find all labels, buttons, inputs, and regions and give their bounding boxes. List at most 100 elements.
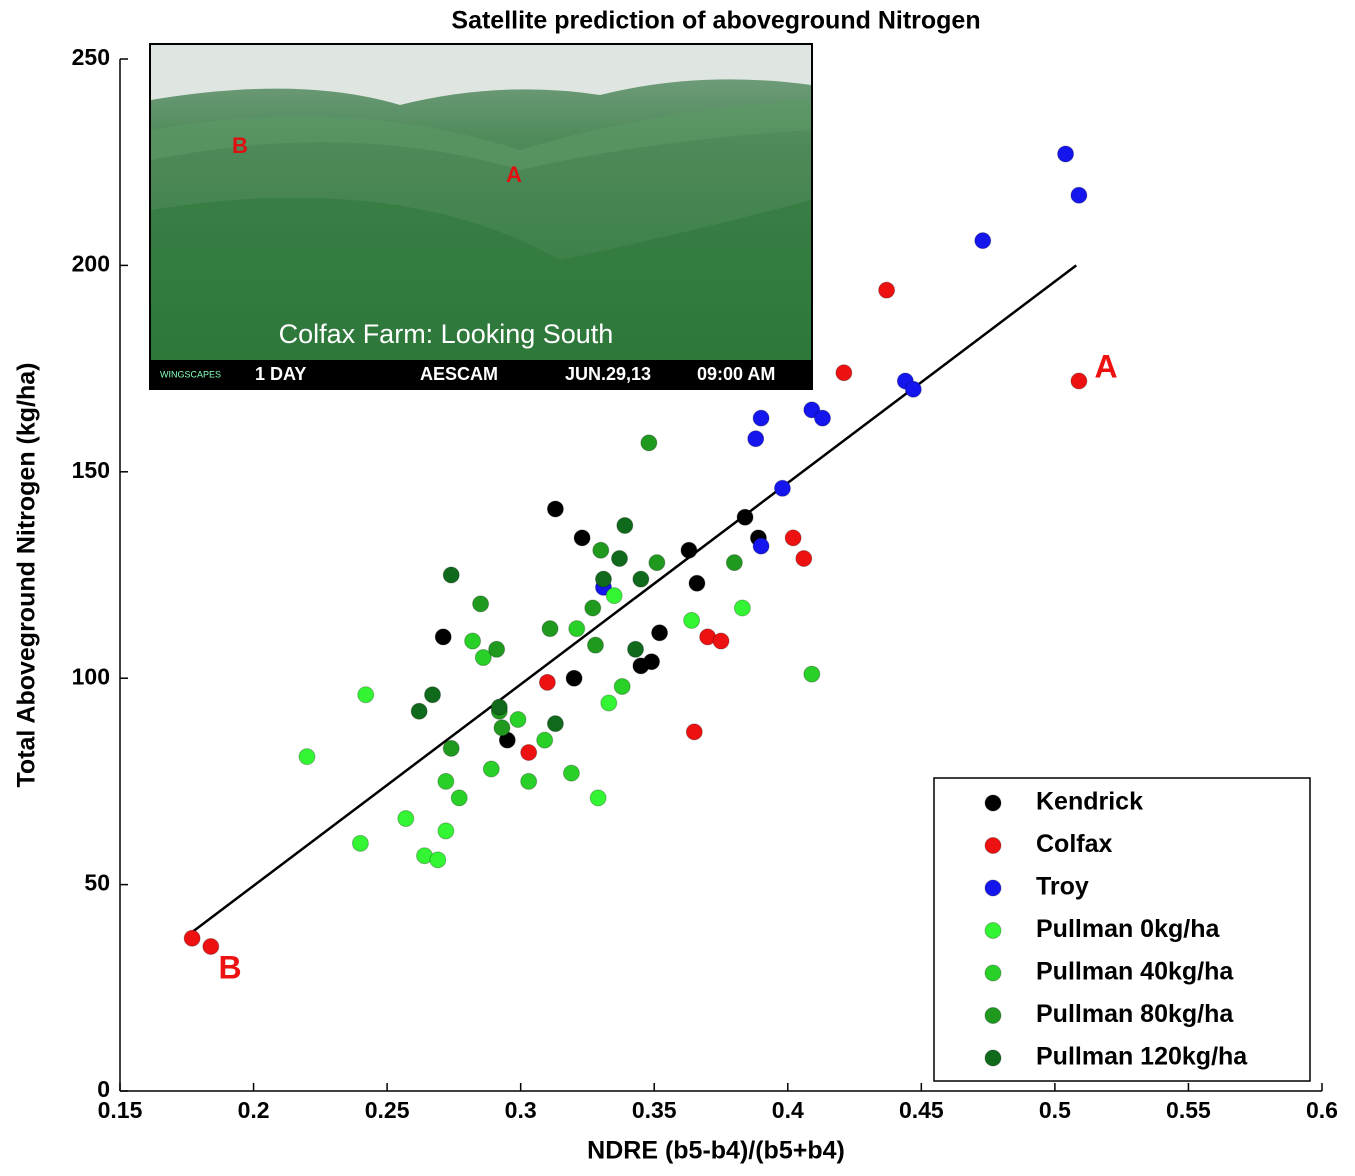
y-tick-label: 0 <box>97 1076 110 1102</box>
x-tick-label: 0.35 <box>632 1097 677 1123</box>
data-point <box>1070 372 1088 390</box>
legend-label: Pullman 120kg/ha <box>1036 1043 1248 1071</box>
legend-marker <box>984 922 1002 939</box>
data-point <box>442 566 460 584</box>
data-point <box>434 628 452 646</box>
data-point <box>814 409 832 427</box>
trend-line <box>191 264 1078 934</box>
legend-marker <box>984 1049 1002 1067</box>
data-point <box>747 430 765 448</box>
data-point <box>974 232 992 250</box>
legend-label: Pullman 80kg/ha <box>1036 1000 1234 1028</box>
data-point <box>605 587 623 605</box>
legend-marker <box>984 964 1002 982</box>
data-point <box>541 620 559 638</box>
inset-marker: A <box>506 162 522 187</box>
data-point <box>643 653 661 671</box>
data-point <box>627 640 645 658</box>
x-tick-label: 0.15 <box>98 1097 143 1123</box>
data-point <box>357 686 375 704</box>
data-point <box>565 669 583 687</box>
data-point <box>429 851 447 869</box>
data-point <box>904 380 922 398</box>
data-point <box>752 409 770 427</box>
data-point <box>600 694 618 712</box>
legend-label: Kendrick <box>1036 788 1143 816</box>
annotation: A <box>1094 348 1117 384</box>
data-point <box>410 702 428 720</box>
data-point <box>651 624 669 642</box>
data-point <box>493 719 511 737</box>
data-point <box>442 739 460 757</box>
data-point <box>878 281 896 299</box>
y-axis-label: Total Aboveground Nitrogen (kg/ha) <box>13 363 41 788</box>
inset-time: 09:00 AM <box>697 364 775 384</box>
data-point <box>632 570 650 588</box>
y-tick-label: 250 <box>72 44 110 70</box>
data-point <box>712 632 730 650</box>
x-tick-label: 0.2 <box>238 1097 270 1123</box>
y-tick-label: 100 <box>72 663 110 689</box>
legend: Kendrick Colfax Troy Pullman 0kg/ha Pullman … <box>933 777 1311 1082</box>
plot-area: 0.15 0.2 0.25 0.3 0.35 0.4 0.45 0.5 0.55 0.6 0 50 10… <box>72 44 1338 1123</box>
data-point <box>592 541 610 559</box>
legend-marker <box>984 794 1002 812</box>
data-point <box>773 479 791 497</box>
legend-marker <box>984 879 1002 897</box>
data-point <box>520 772 538 790</box>
legend-marker <box>984 1007 1002 1024</box>
data-point <box>640 434 658 452</box>
data-point <box>202 938 220 956</box>
data-point <box>784 529 802 547</box>
x-tick-label: 0.4 <box>772 1097 804 1123</box>
data-point <box>613 677 631 695</box>
data-point <box>520 744 538 762</box>
data-point <box>584 599 602 617</box>
data-point <box>509 710 527 728</box>
data-point <box>183 929 201 947</box>
data-point <box>648 554 666 572</box>
data-point <box>725 554 743 572</box>
x-tick-label: 0.3 <box>505 1097 537 1123</box>
data-point <box>795 549 813 567</box>
x-tick-label: 0.5 <box>1039 1097 1071 1123</box>
data-point <box>586 636 604 654</box>
data-point <box>450 789 468 807</box>
inset-photo: B A Colfax Farm: Looking South WINGSCAPE… <box>149 43 813 390</box>
data-point <box>397 810 415 828</box>
annotation: B <box>218 949 241 985</box>
data-point <box>803 665 821 683</box>
data-point <box>688 574 706 592</box>
inset-marker: B <box>232 133 248 158</box>
data-point <box>683 611 701 629</box>
data-point <box>351 834 369 852</box>
data-point <box>490 698 508 716</box>
data-point <box>488 640 506 658</box>
data-point <box>1070 186 1088 204</box>
data-point <box>437 822 455 840</box>
data-point <box>546 500 564 518</box>
data-point <box>464 632 482 650</box>
data-point <box>482 760 500 778</box>
data-point <box>536 731 554 749</box>
data-point <box>733 599 751 617</box>
y-tick-label: 150 <box>72 457 110 483</box>
data-point <box>594 570 612 588</box>
data-point <box>1057 145 1075 163</box>
x-tick-label: 0.45 <box>899 1097 944 1123</box>
inset-caption: Colfax Farm: Looking South <box>279 319 614 349</box>
legend-marker <box>984 837 1002 854</box>
data-point <box>610 549 628 567</box>
legend-label: Colfax <box>1036 830 1113 858</box>
data-point <box>736 508 754 526</box>
legend-label: Pullman 40kg/ha <box>1036 958 1234 986</box>
y-tick-label: 50 <box>84 870 110 896</box>
inset-period: 1 DAY <box>255 364 306 384</box>
data-point <box>835 364 853 382</box>
inset-camera: AESCAM <box>420 364 498 384</box>
x-tick-label: 0.55 <box>1166 1097 1211 1123</box>
legend-label: Pullman 0kg/ha <box>1036 915 1220 943</box>
data-point <box>568 620 586 638</box>
data-point <box>474 649 492 667</box>
